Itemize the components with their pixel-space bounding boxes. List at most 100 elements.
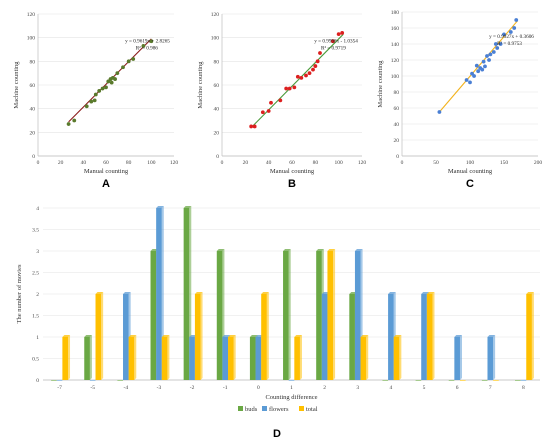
bar-side [266,292,269,380]
legend-swatch-buds [238,406,243,411]
data-point [109,80,114,85]
bar-total [261,294,267,380]
bar-top [123,292,131,294]
y-tick-label: 0 [396,154,399,160]
y-tick-label: 180 [391,10,400,16]
x-tick-label: 20 [243,160,249,166]
data-point [480,67,485,72]
x-tick-label: 8 [522,385,525,391]
x-tick-label: 100 [147,160,156,166]
y-tick-label: 160 [391,26,400,32]
data-point [66,122,71,126]
bar-buds [84,337,90,380]
y-tick-label: 60 [30,83,36,89]
y-axis-label: The number of movies [16,264,23,323]
bar-top [354,249,363,251]
x-tick-label: 20 [58,160,64,166]
x-axis-label: Manual counting [448,168,493,175]
bar-buds [448,380,455,381]
bar-top [194,292,203,294]
y-tick-label: 2.5 [32,271,39,277]
x-tick-label: -7 [57,385,62,391]
bar-top [388,292,396,294]
legend-swatch-total [299,406,304,411]
y-tick-label: 100 [391,74,400,80]
bar-flowers [454,337,460,380]
bar-flowers [421,294,427,380]
bar-flowers [354,251,361,380]
data-point [131,57,136,61]
x-tick-label: 80 [126,160,132,166]
bar-top [128,335,137,337]
bar-flowers [321,294,328,380]
x-tick-label: -5 [90,385,95,391]
legend-swatch-flowers [262,406,267,411]
x-tick-label: 40 [81,160,87,166]
x-tick-label: 60 [103,160,109,166]
x-tick-label: 40 [266,160,272,166]
x-tick-label: 200 [534,160,543,166]
data-point [92,98,97,103]
data-point [512,26,517,30]
y-tick-label: 120 [27,12,36,18]
bar-buds [51,380,57,381]
panel-label: A [102,178,110,190]
data-point [315,59,320,64]
data-point [278,98,283,103]
data-point [311,67,315,72]
bar-flowers [288,380,295,381]
bar-top [249,335,258,337]
data-point [491,50,496,54]
bar-top [327,249,336,251]
bar-top [156,206,164,208]
bar-total [360,337,367,380]
data-point [84,104,89,109]
x-tick-label: 7 [489,385,492,391]
data-point [295,74,300,79]
x-tick-label: 60 [289,160,295,166]
bar-top [62,335,71,337]
y-axis-label: Machine counting [377,60,384,108]
x-tick-label: 100 [466,160,475,166]
data-point [502,32,506,37]
trendline [250,33,344,129]
bar-side [531,292,534,380]
bar-buds [117,380,124,381]
x-tick-label: 80 [313,160,319,166]
regression-equation: y = 0.9619x + 2.8265 [125,38,170,44]
panel-label: C [466,178,474,190]
bar-buds [183,208,190,380]
x-axis-label: Counting difference [265,394,317,401]
data-point [340,31,345,35]
data-point [292,85,297,90]
x-tick-label: 50 [433,160,439,166]
x-axis-label: Manual counting [84,168,129,175]
x-tick-label: -3 [157,385,162,391]
y-tick-label: 80 [30,59,36,65]
bar-flowers [255,337,262,380]
y-axis-label: Machine counting [13,61,20,109]
y-tick-label: 20 [394,138,400,144]
data-point [299,76,304,80]
data-point [514,18,519,22]
y-tick-label: 3.5 [32,228,39,234]
y-tick-label: 20 [30,130,36,136]
data-point [493,42,498,46]
bar-flowers [56,380,63,381]
bar-side [200,292,203,380]
data-point [287,86,292,91]
scatter-chart-b: 0 20 40 60 80 100 120 0 20 40 60 80 100 120 y = 0.9998… [197,12,366,190]
bar-side [459,335,462,380]
bar-total [393,337,400,380]
x-tick-label: 0 [221,160,224,166]
bar-total [526,294,532,380]
data-point [141,44,146,48]
bar-side [432,292,435,380]
x-tick-label: 1 [290,385,293,391]
data-point [498,42,503,46]
bar-total [95,294,102,380]
bar-buds [316,251,322,380]
data-point [249,124,254,129]
r-squared: R² = 0.9753 [497,41,522,47]
y-tick-label: 60 [394,106,400,112]
